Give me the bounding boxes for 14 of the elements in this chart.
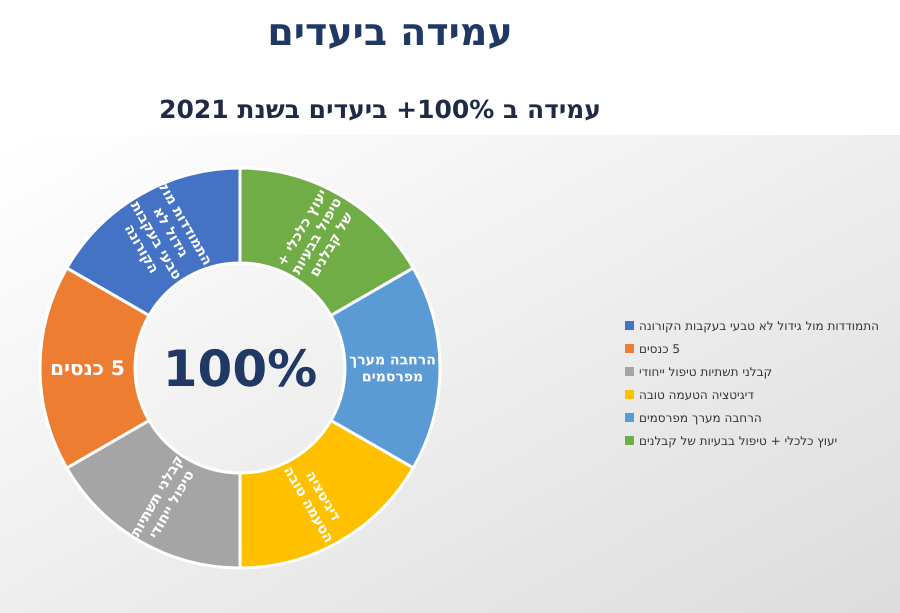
legend-label: התמודדות מול גידול לא טבעי בעקבות הקורונה bbox=[639, 319, 879, 333]
slice-label: הרחבה מערך מפרסמים bbox=[349, 352, 436, 386]
slice-label: דיגיטציה הטעמה טובה bbox=[280, 464, 344, 546]
legend-label: קבלני תשתיות טיפול ייחודי bbox=[639, 365, 772, 379]
legend-label: דיגיטציה הטעמה טובה bbox=[639, 388, 754, 402]
chart-subtitle: עמידה ב 100%+ ביעדים בשנת 2021 bbox=[159, 95, 601, 124]
chart-title: עמידה ביעדים bbox=[267, 10, 513, 54]
legend-label: 5 כנסים bbox=[639, 342, 680, 356]
slice-label: יעוץ כלכלי + טיפול בבעיות של קבלנים bbox=[274, 186, 357, 280]
text: 100% bbox=[162, 340, 318, 398]
slice-label: קבלני תשתיות טיפול ייחודי bbox=[128, 452, 198, 542]
legend-label: הרחבה מערך מפרסמים bbox=[639, 411, 762, 425]
slice-label: 5 כנסים bbox=[50, 356, 125, 380]
legend-label: יעוץ כלכלי + טיפול בבעיות של קבלנים bbox=[639, 434, 838, 448]
